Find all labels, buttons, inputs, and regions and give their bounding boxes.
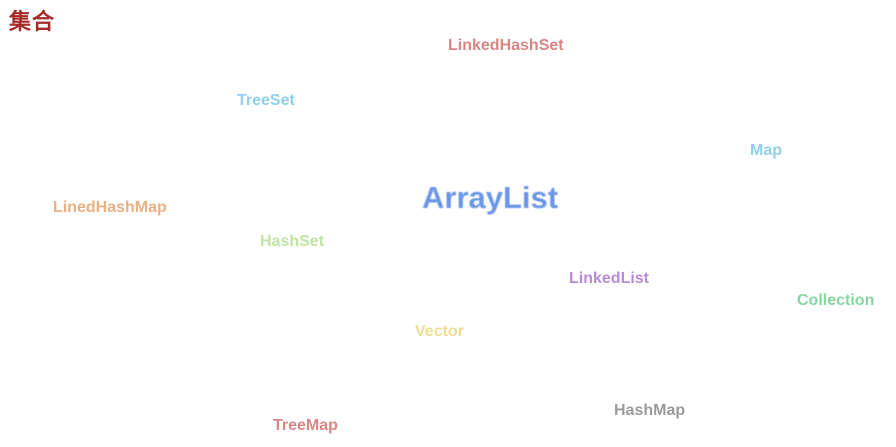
word-linkedhashset: LinkedHashSet: [448, 37, 564, 54]
word-treeset: TreeSet: [237, 92, 295, 109]
page-title: 集合: [9, 10, 56, 35]
word-arraylist: ArrayList: [422, 180, 559, 215]
word-vector: Vector: [415, 323, 464, 340]
word-collection: Collection: [797, 292, 875, 309]
word-map: Map: [750, 142, 782, 159]
word-hashset: HashSet: [260, 233, 325, 250]
word-hashmap: HashMap: [614, 402, 686, 419]
word-treemap: TreeMap: [273, 417, 338, 434]
word-linkedlist: LinkedList: [569, 270, 650, 287]
word-linedhashmap: LinedHashMap: [53, 199, 167, 216]
